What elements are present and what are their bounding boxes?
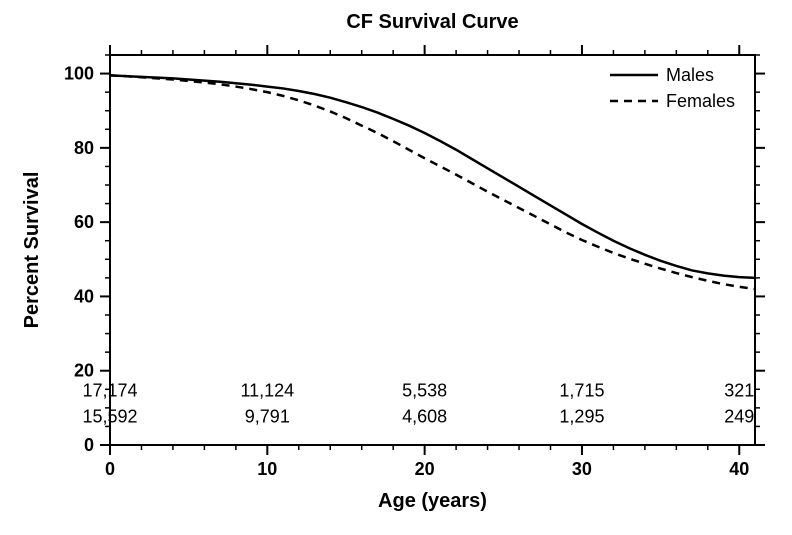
at-risk-males: 1,715 [559,381,604,401]
at-risk-females: 1,295 [559,407,604,427]
chart-title: CF Survival Curve [346,11,518,33]
y-tick-label: 0 [84,435,94,455]
at-risk-females: 4,608 [402,407,447,427]
series-females [110,75,755,289]
x-tick-label: 30 [572,459,592,479]
x-tick-label: 40 [729,459,749,479]
at-risk-males: 11,124 [240,381,294,401]
x-tick-label: 20 [415,459,435,479]
legend-label-males: Males [666,65,714,85]
y-tick-label: 80 [74,138,94,158]
at-risk-males: 5,538 [402,381,447,401]
y-axis-label: Percent Survival [21,172,43,329]
at-risk-females: 249 [724,407,754,427]
survival-chart-svg: CF Survival Curve 0 20 40 60 80 100 0 10 20 30 40 Ag… [0,0,792,535]
chart-container: CF Survival Curve 0 20 40 60 80 100 0 10 20 30 40 Ag… [0,0,792,535]
x-tick-label: 10 [257,459,277,479]
series-males [110,75,755,277]
legend-label-females: Females [666,91,735,111]
at-risk-females: 9,791 [245,407,290,427]
x-axis-label: Age (years) [378,490,487,512]
y-tick-label: 60 [74,212,94,232]
x-tick-label: 0 [105,459,115,479]
y-tick-label: 20 [74,361,94,381]
at-risk-females: 15,592 [82,407,137,427]
at-risk-males: 321 [724,381,754,401]
y-tick-label: 40 [74,286,94,306]
y-tick-label: 100 [64,64,94,84]
at-risk-males: 17,174 [82,381,137,401]
